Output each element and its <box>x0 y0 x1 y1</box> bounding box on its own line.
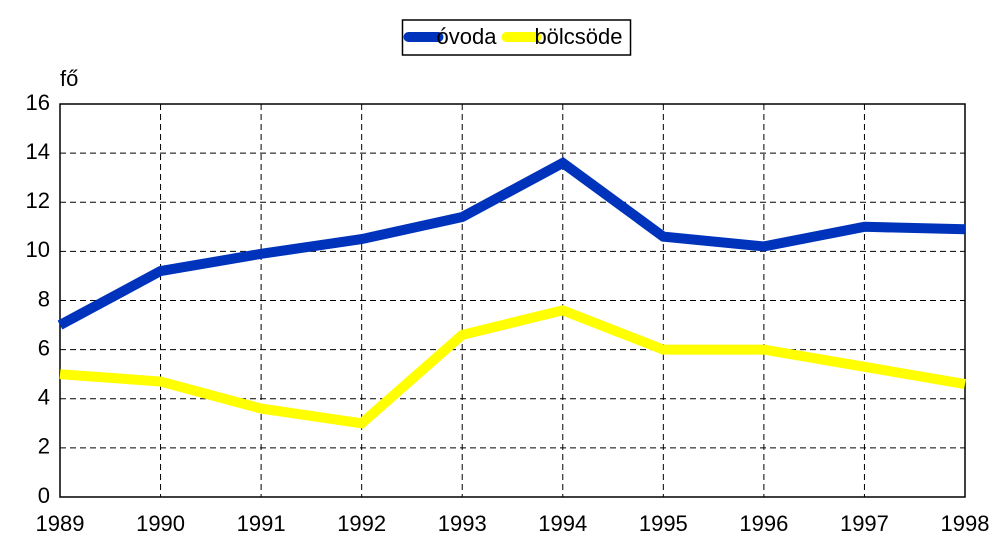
y-tick-label: 6 <box>38 335 50 360</box>
y-tick-label: 4 <box>38 385 50 410</box>
x-tick-label: 1998 <box>941 511 990 536</box>
legend: óvoda bölcsöde <box>401 19 632 56</box>
y-tick-label: 10 <box>26 237 50 262</box>
y-tick-label: 0 <box>38 483 50 508</box>
x-tick-label: 1993 <box>438 511 487 536</box>
x-tick-label: 1997 <box>840 511 889 536</box>
y-tick-label: 8 <box>38 286 50 311</box>
legend-label: bölcsöde <box>534 24 622 49</box>
x-tick-label: 1989 <box>36 511 85 536</box>
legend-label: óvoda <box>436 24 497 49</box>
x-tick-label: 1990 <box>136 511 185 536</box>
y-tick-label: 14 <box>26 139 50 164</box>
y-axis-label: fő <box>60 66 78 91</box>
series-line <box>59 305 966 429</box>
x-tick-label: 1994 <box>538 511 587 536</box>
y-tick-label: 16 <box>26 90 50 115</box>
y-tick-label: 2 <box>38 434 50 459</box>
x-tick-label: 1992 <box>337 511 386 536</box>
y-tick-label: 12 <box>26 188 50 213</box>
series-line <box>57 157 966 330</box>
plot-border <box>59 103 966 498</box>
x-tick-label: 1996 <box>739 511 788 536</box>
x-tick-label: 1995 <box>639 511 688 536</box>
x-tick-label: 1991 <box>237 511 286 536</box>
